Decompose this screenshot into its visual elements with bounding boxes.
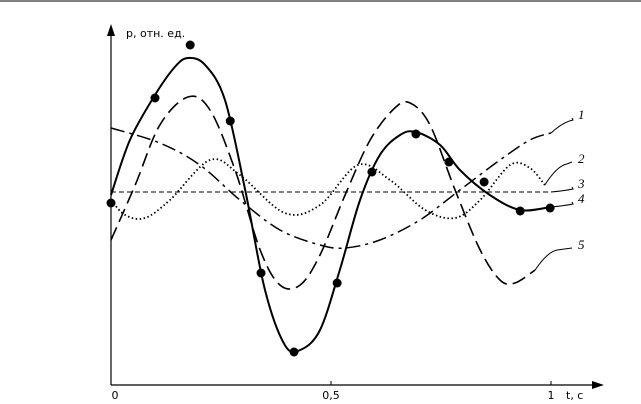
data-point <box>225 116 235 126</box>
data-point <box>545 203 555 213</box>
leader-line <box>544 161 573 186</box>
x-tick-label: 0 <box>112 389 119 402</box>
data-point <box>106 198 116 208</box>
series-label: 4 <box>578 191 585 206</box>
series-label: 1 <box>578 107 585 122</box>
data-point <box>150 93 160 103</box>
leader-line <box>550 186 574 193</box>
data-point <box>479 177 489 187</box>
data-point <box>411 129 421 139</box>
series-line <box>110 158 546 220</box>
data-point <box>185 40 195 50</box>
leader-line <box>534 247 573 271</box>
x-tick-label: 1 <box>548 389 555 402</box>
series-label: 5 <box>578 237 585 252</box>
series-line <box>110 56 552 354</box>
y-axis-arrow <box>107 24 115 36</box>
data-point <box>515 206 525 216</box>
x-axis-arrow <box>592 381 604 389</box>
series-line <box>110 95 536 290</box>
x-axis-label: t, с <box>566 389 583 402</box>
data-point <box>367 167 377 177</box>
data-point <box>332 278 342 288</box>
series-label: 3 <box>577 176 585 191</box>
leader-line <box>550 201 574 208</box>
data-point <box>289 347 299 357</box>
series-label: 2 <box>578 151 585 166</box>
data-point <box>444 157 454 167</box>
leader-line <box>550 117 574 134</box>
y-axis-label: p, отн. ед. <box>126 27 185 40</box>
data-point <box>256 268 266 278</box>
x-tick-label: 0,5 <box>322 389 340 402</box>
